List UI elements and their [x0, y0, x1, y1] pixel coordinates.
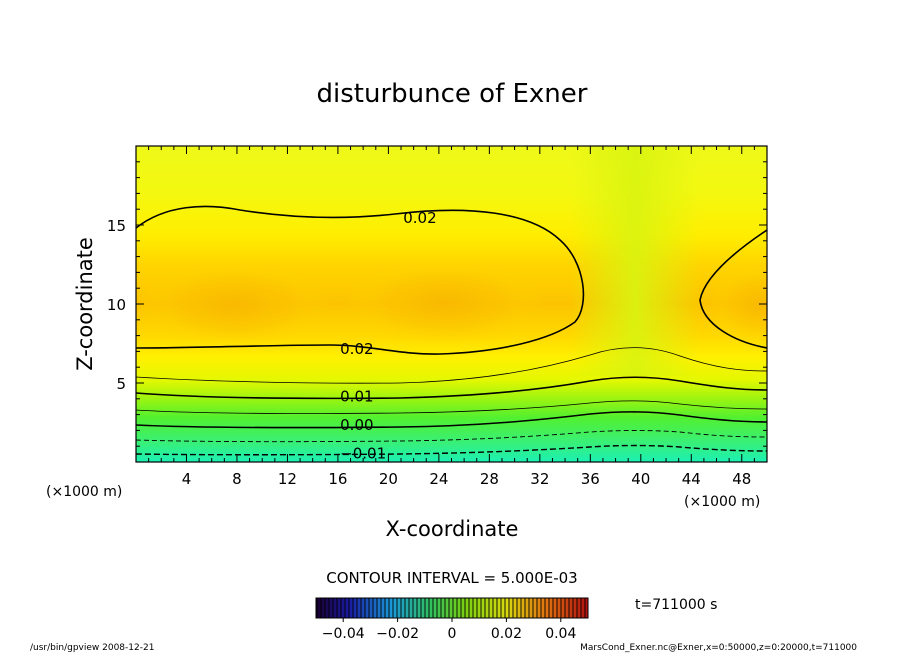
- x-tick-label: 24: [429, 470, 448, 488]
- contour-line-thin-1: [136, 347, 767, 384]
- x-tick-label: 4: [182, 470, 192, 488]
- x-tick-label: 8: [232, 470, 242, 488]
- contour-line-0.01: [136, 376, 767, 400]
- contour-line-negative-1: [136, 430, 767, 443]
- field-max-region: [710, 267, 767, 343]
- x-tick-label: 36: [581, 470, 600, 488]
- x-unit-left: (×1000 m): [46, 484, 122, 500]
- x-tick-label: 48: [732, 470, 751, 488]
- colorbar-tick-label: −0.04: [322, 626, 365, 642]
- x-tick-label: 40: [631, 470, 650, 488]
- x-tick-label: 28: [480, 470, 499, 488]
- contour-label: 0.00: [340, 416, 373, 434]
- field-gap-region: [570, 146, 700, 376]
- y-tick-label: 15: [107, 217, 126, 235]
- x-tick-label: 44: [682, 470, 701, 488]
- y-tick-label: 5: [116, 375, 126, 393]
- colorbar-tick-label: 0.02: [491, 626, 522, 642]
- y-axis-label: Z-coordinate: [73, 237, 97, 371]
- contour-interval-text: CONTOUR INTERVAL = 5.000E-03: [326, 569, 577, 587]
- field-max-region: [345, 261, 545, 345]
- contour-label: −0.01: [340, 445, 386, 463]
- contour-label: 0.02: [340, 340, 373, 358]
- colorbar-tick-label: 0: [448, 626, 457, 642]
- contour-labels: 0.02 0.02 0.01 0.00 −0.01: [340, 209, 437, 462]
- x-tick-label: 32: [530, 470, 549, 488]
- contour-line-0.02-right: [699, 229, 767, 349]
- footer-left: /usr/bin/gpview 2008-12-21: [30, 643, 154, 653]
- colorbar-tick-label: −0.02: [376, 626, 419, 642]
- contour-label: 0.02: [403, 209, 436, 227]
- x-tick-label: 16: [328, 470, 347, 488]
- x-axis-label: X-coordinate: [386, 517, 519, 541]
- contour-line-0.02-upper: [136, 205, 585, 355]
- plot-area: [136, 146, 767, 462]
- contour-label: 0.01: [340, 388, 373, 406]
- footer-right: MarsCond_Exner.nc@Exner,x=0:50000,z=0:20…: [580, 643, 857, 653]
- colorbar: [315, 597, 589, 619]
- x-axis: 4 8 12 16 20 24 28 32 36 40 44 48: [148, 146, 755, 488]
- time-label: t=711000 s: [635, 597, 717, 613]
- colorbar-tick-label: 0.04: [545, 626, 576, 642]
- colorbar-ticks: −0.04 −0.02 0 0.02 0.04: [322, 618, 576, 642]
- contour-line-thin-2: [136, 400, 767, 414]
- x-tick-label: 12: [278, 470, 297, 488]
- x-tick-label: 20: [379, 470, 398, 488]
- contour-line-0.00: [136, 411, 767, 429]
- y-axis: 5 10 15: [107, 161, 767, 447]
- field-max-region: [140, 263, 330, 347]
- y-tick-label: 10: [107, 296, 126, 314]
- chart-title: disturbunce of Exner: [317, 79, 588, 109]
- colorbar-stripes: [316, 598, 588, 618]
- x-unit-right: (×1000 m): [684, 494, 760, 510]
